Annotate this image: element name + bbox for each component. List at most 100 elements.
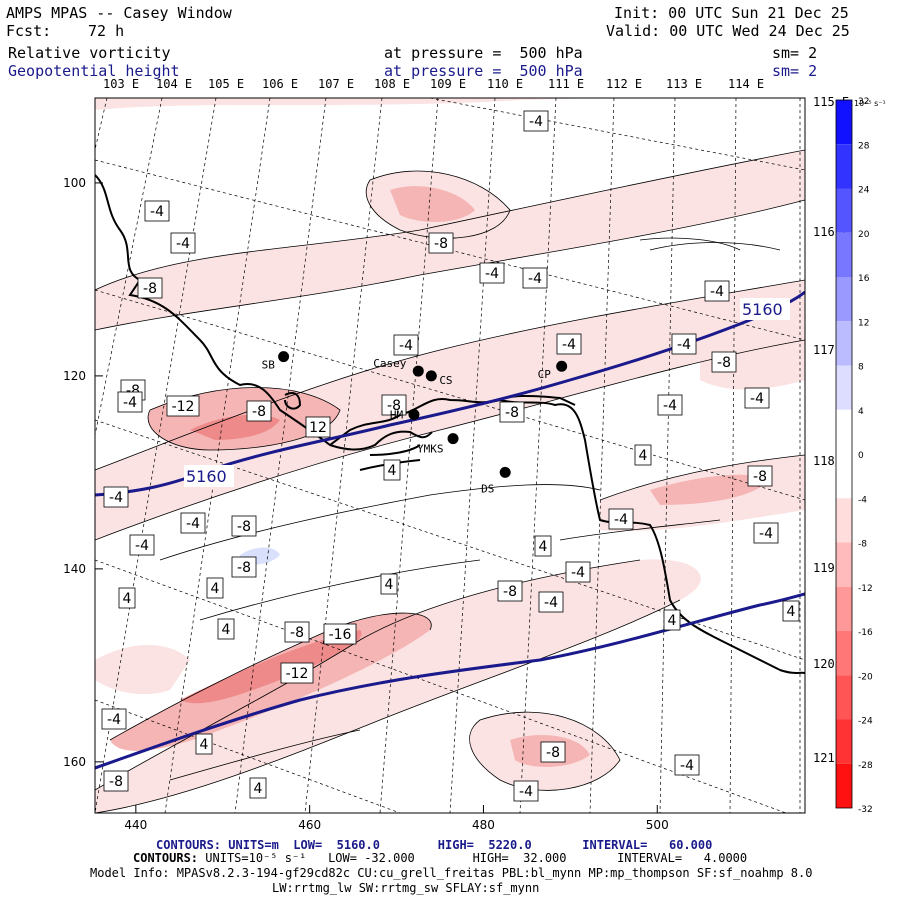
colorbar-tick-label: 0 [858,451,864,461]
svg-text:-4: -4 [186,516,200,532]
colorbar-segment [836,454,852,499]
station-marker [499,466,511,478]
svg-text:-4: -4 [135,538,149,554]
field2-level: at pressure = 500 hPa [384,62,583,80]
vorticity-label: -4 [101,708,127,730]
vorticity-label: -8 [540,741,566,763]
footer-vorticity-contours: CONTOURS: UNITS=10⁻⁵ s⁻¹ LOW= -32.000 HI… [133,851,748,865]
vorticity-label: 4 [663,609,681,631]
vorticity-label: -12 [166,395,200,417]
svg-text:-8: -8 [434,236,448,252]
svg-text:4: 4 [254,781,263,797]
svg-text:4: 4 [385,577,394,593]
svg-text:-4: -4 [562,337,576,353]
colorbar-segment [836,498,852,543]
height-label-5160: 5160 [742,300,783,319]
init-time: Init: 00 UTC Sun 21 Dec 25 [614,4,849,22]
colorbar-segment [836,631,852,676]
vorticity-label: -8 [103,770,129,792]
station-label: HM [390,408,404,421]
x-tick-label: 500 [646,818,669,832]
vorticity-label: -8 [231,556,257,578]
svg-text:-8: -8 [503,584,517,600]
field1-level: at pressure = 500 hPa [384,44,583,62]
svg-text:-4: -4 [123,395,137,411]
vorticity-label: -4 [556,333,582,355]
vorticity-label: -8 [246,400,272,422]
x-tick-label: 480 [472,818,495,832]
colorbar-tick-label: -28 [858,761,873,771]
vorticity-label: -4 [565,561,591,583]
lon-label: 105 E [208,77,245,91]
svg-text:4: 4 [639,448,648,464]
vorticity-label: 4 [195,733,213,755]
colorbar-segment [836,675,852,720]
colorbar-segment [836,188,852,233]
vorticity-label: -4 [671,333,697,355]
colorbar-tick-label: 12 [858,318,869,328]
vorticity-label: 4 [634,444,652,466]
svg-text:-4: -4 [663,398,677,414]
svg-text:-4: -4 [750,391,764,407]
axes: 440 460 480 500 100 120 140 160 [63,176,669,832]
svg-text:-8: -8 [546,745,560,761]
y-tick-label: 140 [63,562,86,576]
vorticity-label: -4 [103,486,129,508]
vorticity-label: -4 [479,262,505,284]
footer-height-contours: CONTOURS: UNITS=m LOW= 5160.0 HIGH= 5220… [156,838,713,852]
lon-label: 114 E [728,77,765,91]
svg-text:-4: -4 [571,565,585,581]
vorticity-label: 12 [305,416,331,438]
stations: SB Casey CS CP HM YMKS DS [262,351,568,495]
station-label: CP [538,368,552,381]
station-marker [556,360,568,372]
svg-text:-8: -8 [387,398,401,414]
vorticity-label: -8 [284,621,310,643]
valid-time: Valid: 00 UTC Wed 24 Dec 25 [606,22,850,40]
colorbar-tick-label: 32 [858,97,869,107]
colorbar-tick-label: 24 [858,186,870,196]
colorbar-tick-label: 20 [858,230,870,240]
vorticity-label: -4 [704,280,730,302]
colorbar-segment [836,542,852,587]
station-label: YMKS [417,443,444,456]
colorbar-tick-label: -4 [858,495,867,505]
colorbar-segment [836,321,852,366]
height-label-5160: 5160 [186,467,227,486]
station-label: CS [439,374,452,387]
colorbar-tick-label: -32 [858,805,873,815]
vorticity-label: -8 [428,232,454,254]
vorticity-label: -8 [231,515,257,537]
plot-frame [94,97,806,814]
forecast-value: 72 h [88,22,125,40]
svg-text:-4: -4 [485,266,499,282]
chart-title: AMPS MPAS -- Casey Window [6,4,232,22]
svg-text:-8: -8 [143,281,157,297]
footer-physics-info: LW:rrtmg_lw SW:rrtmg_sw SFLAY:sf_mynn [272,881,540,895]
vorticity-label: -8 [381,394,407,416]
lon-label: 103 E [103,77,140,91]
svg-text:4: 4 [123,591,132,607]
colorbar-tick-label: 16 [858,274,870,284]
vorticity-label: -4 [538,591,564,613]
svg-text:-4: -4 [528,271,542,287]
colorbar-unit: 10⁻⁵ s⁻¹ [854,99,886,108]
svg-text:-4: -4 [150,204,164,220]
colorbar-segment [836,365,852,410]
vorticity-label: -4 [523,110,549,132]
colorbar-segment [836,100,852,145]
svg-text:-8: -8 [237,519,251,535]
svg-text:4: 4 [222,622,231,638]
colorbar-tick-label: -16 [858,628,873,638]
vorticity-label: -8 [137,277,163,299]
vorticity-label: -4 [522,267,548,289]
svg-text:-12: -12 [172,399,195,415]
station-label: Casey [373,357,406,370]
svg-text:4: 4 [668,613,677,629]
contour-labels: -4-4-4 -8-4 -4-8 -4-4 -4 -4-8-8-12 -812-8 -8 -4-… [101,110,800,802]
colorbar-segment [836,277,852,322]
vorticity-label: -4 [180,512,206,534]
vorticity-label: 4 [380,573,398,595]
svg-text:-8: -8 [237,560,251,576]
